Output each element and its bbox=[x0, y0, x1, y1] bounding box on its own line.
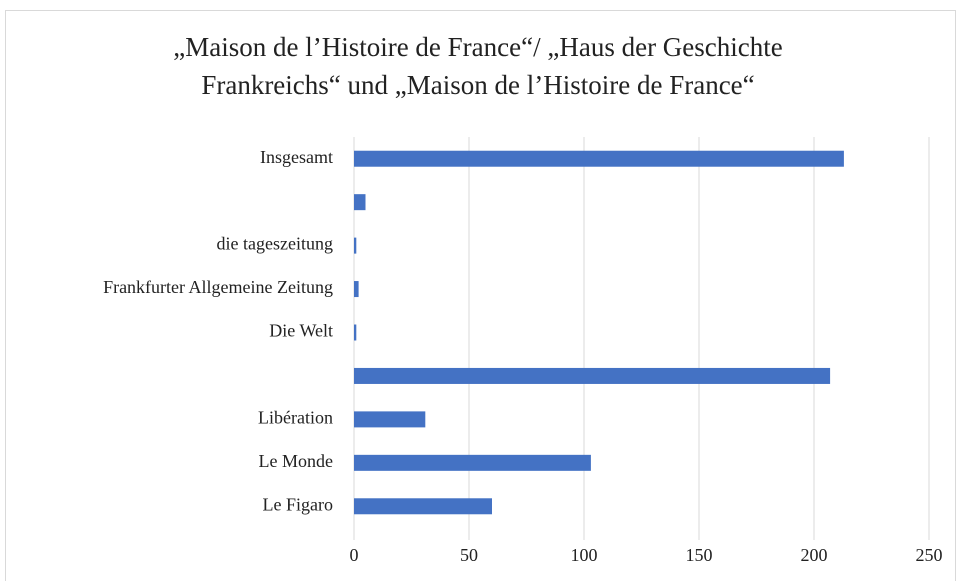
bar bbox=[354, 150, 844, 167]
x-tick-label: 50 bbox=[460, 545, 478, 565]
x-tick-label: 200 bbox=[801, 545, 828, 565]
x-tick-label: 0 bbox=[350, 545, 359, 565]
chart-title: Frankreichs“ und „Maison de l’Histoire d… bbox=[201, 70, 754, 100]
y-tick-label: Die Welt bbox=[269, 321, 333, 341]
bar bbox=[354, 194, 366, 211]
bar bbox=[354, 367, 831, 384]
bar bbox=[354, 281, 359, 298]
bar bbox=[354, 324, 357, 341]
y-tick-label: Frankfurter Allgemeine Zeitung bbox=[103, 277, 333, 297]
x-tick-label: 250 bbox=[916, 545, 943, 565]
x-tick-label: 150 bbox=[686, 545, 713, 565]
x-tick-label: 100 bbox=[571, 545, 598, 565]
y-tick-label: die tageszeitung bbox=[217, 234, 333, 254]
y-tick-label: Libération bbox=[258, 408, 333, 428]
bar bbox=[354, 454, 591, 471]
chart-title: „Maison de l’Histoire de France“/ „Haus … bbox=[173, 32, 783, 62]
y-tick-label: Insgesamt bbox=[260, 147, 333, 167]
bar bbox=[354, 498, 492, 515]
y-tick-label: Le Figaro bbox=[263, 494, 333, 514]
bar bbox=[354, 411, 426, 428]
bar bbox=[354, 237, 357, 254]
chart-frame bbox=[5, 10, 956, 581]
y-tick-label: Le Monde bbox=[259, 451, 333, 471]
